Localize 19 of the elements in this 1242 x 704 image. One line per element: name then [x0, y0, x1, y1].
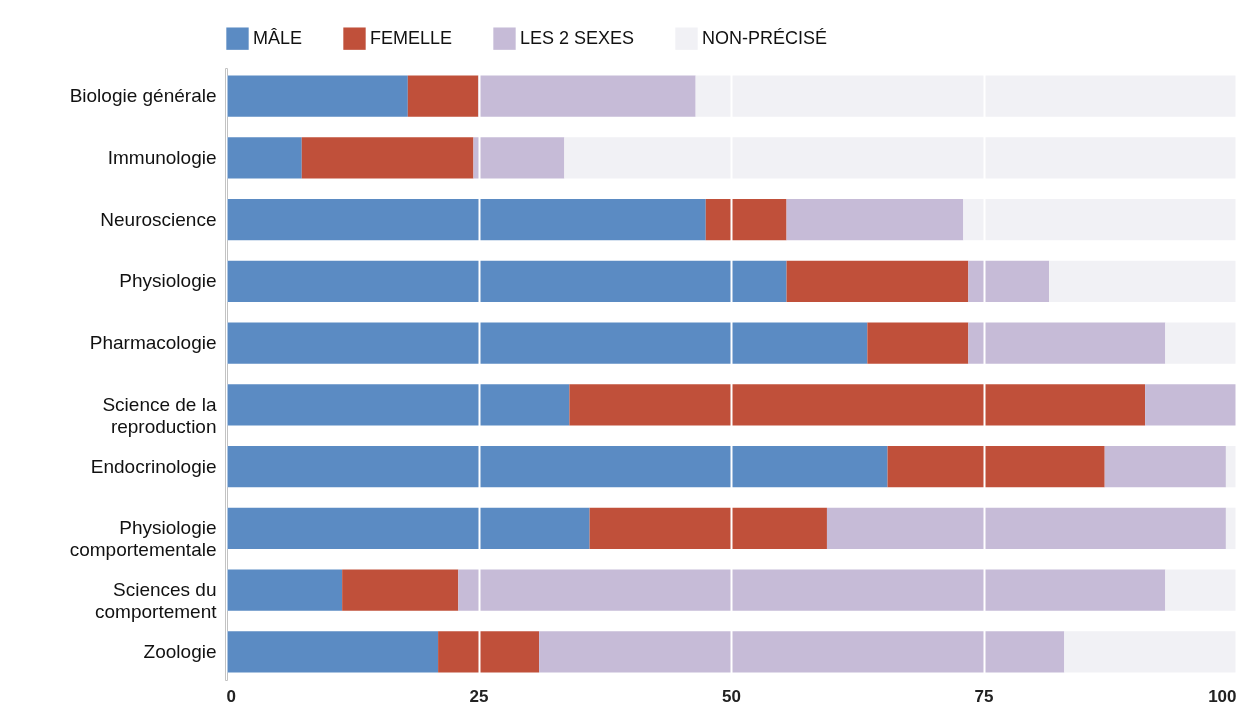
y-tick-label: Biologie générale	[69, 85, 217, 107]
y-tick-label: Immunologie	[107, 146, 217, 168]
x-tick-label: 50	[722, 686, 741, 704]
x-tick-label: 25	[469, 686, 489, 704]
x-tick-label: 75	[974, 686, 994, 704]
legend-label: MÂLE	[253, 27, 303, 48]
y-tick-label: Physiologie	[119, 270, 217, 292]
legend-label: FEMELLE	[370, 27, 453, 48]
legend-label: NON-PRÉCISÉ	[702, 27, 828, 48]
y-tick-label: Zoologie	[143, 640, 217, 662]
y-tick-label: Science de la reproduction	[102, 393, 217, 437]
y-tick-label: Pharmacologie	[89, 332, 217, 354]
y-tick-label: Physiologie comportementale	[69, 517, 217, 561]
y-tick-label: Sciences du comportement	[95, 579, 218, 623]
x-tick-label: 0	[226, 686, 236, 704]
y-tick-label: Neuroscience	[100, 208, 217, 230]
y-tick-label: Endocrinologie	[90, 455, 217, 477]
legend-label: LES 2 SEXES	[520, 27, 635, 48]
x-tick-label: 100	[1208, 686, 1237, 704]
